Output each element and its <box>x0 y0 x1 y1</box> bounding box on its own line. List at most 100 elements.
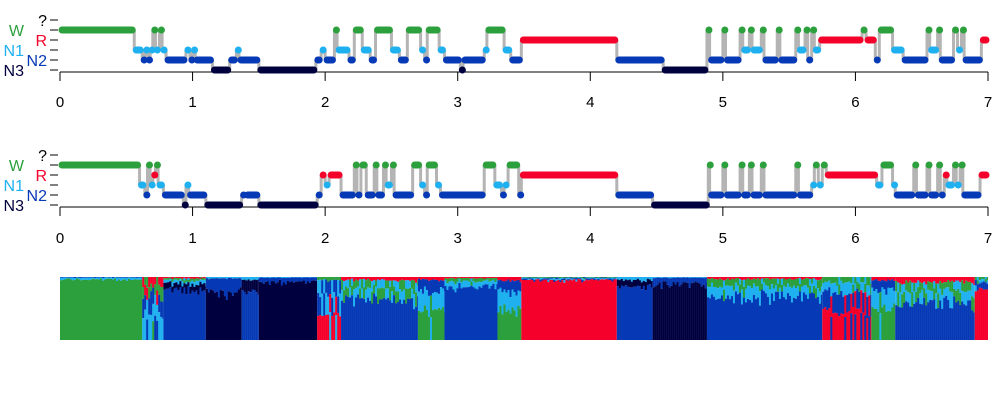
probability-bar-n2 <box>353 306 356 340</box>
probability-bar-n1 <box>642 277 645 281</box>
probability-bar-n1 <box>86 277 89 280</box>
probability-bar-n2 <box>848 293 851 311</box>
probability-bar-n2 <box>480 287 483 340</box>
probability-bar-w <box>104 279 107 340</box>
probability-bar-r <box>167 277 170 278</box>
probability-bar-n1 <box>537 277 540 279</box>
probability-bar-w <box>497 312 500 340</box>
probability-bar-n3 <box>622 280 625 287</box>
probability-bar-r <box>804 277 808 279</box>
probability-bar-n3 <box>666 284 669 340</box>
probability-bar-n3 <box>662 281 665 340</box>
probability-bar-w <box>458 277 461 280</box>
probability-bar-r <box>199 278 202 280</box>
probability-bar-r <box>492 277 495 279</box>
probability-bar-n1 <box>300 277 304 278</box>
probability-bar-n1 <box>917 280 920 288</box>
probability-bar-n1 <box>237 277 241 279</box>
probability-bar-n2 <box>62 277 65 278</box>
probability-bar-r <box>595 279 598 340</box>
probability-bar-r <box>525 279 528 340</box>
probability-bar-r <box>864 292 867 316</box>
probability-bar-n2 <box>229 277 233 293</box>
probability-bar-w <box>559 277 562 279</box>
probability-bar-w <box>776 283 780 292</box>
probability-bar-w <box>937 293 940 309</box>
probability-bar-n3 <box>300 281 304 340</box>
probability-bar-n3 <box>219 290 223 340</box>
probability-bar-r <box>760 277 764 279</box>
probability-bar-r <box>909 277 912 281</box>
probability-bar-w <box>327 277 330 282</box>
probability-bar-r <box>808 277 812 280</box>
probability-bar-n2 <box>885 281 888 295</box>
probability-bar-n1 <box>656 277 659 278</box>
probability-bar-n1 <box>268 277 272 279</box>
probability-bar-w <box>756 278 760 287</box>
probability-bar-n2 <box>444 286 447 340</box>
probability-bar-w <box>393 286 396 296</box>
probability-bar-r <box>883 277 886 281</box>
probability-bar-r <box>505 277 508 281</box>
probability-bar-w <box>523 277 526 278</box>
probability-bar-n2 <box>923 297 926 340</box>
probability-bar-n2 <box>927 302 930 340</box>
probability-bar-n1 <box>891 287 894 308</box>
probability-bar-n1 <box>967 290 970 301</box>
probability-bar-r <box>533 281 536 340</box>
probability-bar-n1 <box>684 277 687 278</box>
probability-bar-r <box>724 277 728 280</box>
probability-bar-n2 <box>943 297 946 340</box>
probability-bar-n1 <box>750 288 754 303</box>
probability-bar-n2 <box>199 287 202 340</box>
probability-bar-w <box>383 288 386 298</box>
probability-bar-w <box>818 279 822 292</box>
probability-bar-r <box>169 277 172 278</box>
probability-bar-n2 <box>664 277 667 282</box>
probability-bar-r <box>452 277 455 279</box>
probability-bar-n2 <box>838 294 841 317</box>
probability-bar-n1 <box>802 285 806 293</box>
probability-bar-w <box>197 278 200 281</box>
probability-bar-n2 <box>195 290 198 340</box>
probability-bar-w <box>967 281 970 291</box>
probability-bar-w <box>486 277 489 280</box>
probability-bar-w <box>86 279 89 340</box>
probability-bar-w <box>472 278 475 282</box>
probability-bar-n2 <box>818 303 822 340</box>
probability-bar-n2 <box>630 287 633 340</box>
probability-bar-n2 <box>278 277 282 280</box>
probability-bar-n2 <box>272 277 276 282</box>
probability-bar-n2 <box>523 278 526 280</box>
probability-bar-r <box>756 277 760 279</box>
probability-bar-n2 <box>875 279 878 290</box>
probability-bar-n2 <box>70 277 73 278</box>
probability-bar-w <box>492 278 495 280</box>
probability-bar-n2 <box>748 299 752 340</box>
probability-bar-n2 <box>239 278 242 288</box>
probability-bar-w <box>527 277 530 278</box>
probability-bar-n2 <box>628 287 631 340</box>
probability-bar-n1 <box>331 280 334 298</box>
probability-bar-n2 <box>553 279 556 283</box>
probability-bar-n2 <box>531 278 534 281</box>
probability-bar-n1 <box>615 278 617 280</box>
probability-bar-w <box>345 286 348 296</box>
probability-bar-r <box>939 277 942 281</box>
probability-bar-n1 <box>262 277 266 278</box>
probability-bar-n2 <box>66 277 69 278</box>
probability-bar-n2 <box>437 281 441 294</box>
probability-bar-n2 <box>870 294 872 317</box>
probability-bar-n1 <box>270 277 274 278</box>
probability-bar-w <box>875 308 878 340</box>
probability-bar-n2 <box>274 277 278 284</box>
probability-bar-n2 <box>270 277 274 282</box>
probability-bar-r <box>710 277 714 279</box>
probability-bar-r <box>162 277 164 287</box>
probability-bar-n1 <box>160 316 163 340</box>
probability-bar-n2 <box>484 284 487 340</box>
probability-bar-r <box>519 277 522 283</box>
probability-bar-n1 <box>605 278 608 280</box>
probability-bar-r <box>341 277 344 281</box>
probability-bar-r <box>337 312 340 340</box>
